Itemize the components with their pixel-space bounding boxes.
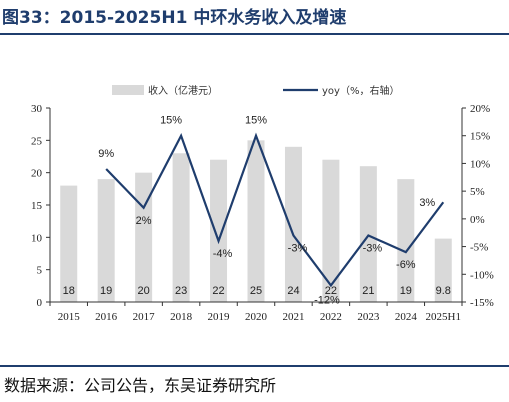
y-right-tick-label: -5% [470,242,488,254]
yoy-value-label: -6% [396,259,416,271]
data-labels: 18 19 20 23 22 25 24 22 21 19 9.8 9% 2% 15% -4% 15% -3% -… [63,115,451,307]
y-left-tick-label: 15 [31,200,43,212]
x-tick-label: 2019 [208,311,231,323]
bar-2017 [135,172,153,302]
y-right-tick-label: 0% [470,214,485,226]
y-left-tick-label: 25 [31,135,43,147]
x-tick-label: 2015 [58,311,81,323]
x-tick-label: 2023 [357,311,380,323]
y-left-tick-label: 0 [37,297,43,309]
x-tick-label: 2018 [170,311,193,323]
bar-2015 [60,185,78,302]
bar-value-label: 22 [325,285,337,297]
bar-2023 [359,166,377,302]
x-tick-label: 2025H1 [426,311,461,323]
y-left-tick-label: 20 [31,168,43,180]
yoy-value-label: 15% [160,115,182,127]
yoy-value-label: -12% [314,294,340,306]
yoy-value-label: 2% [136,215,152,227]
x-tick-label: 2017 [133,311,156,323]
bar-2022 [322,159,340,302]
bar-value-label: 20 [138,285,150,297]
legend-bar-swatch [112,85,144,95]
bar-value-label: 9.8 [436,285,451,297]
x-tick-label: 2016 [95,311,118,323]
bar-2021 [284,146,302,302]
y-right-tick-label: -10% [470,269,494,281]
bar-value-label: 24 [287,285,299,297]
y-left-tick-label: 30 [31,103,43,115]
y-right-tick-label: 15% [470,131,490,143]
yoy-value-label: 9% [98,148,114,160]
legend-bar-label: 收入（亿港元） [148,84,218,97]
bar-value-label: 19 [100,285,112,297]
bar-2019 [210,159,228,302]
bar-2020 [247,140,265,302]
y-right-tick-label: -15% [470,297,494,309]
bar-2018 [172,153,190,302]
source-divider [0,365,509,367]
x-tick-label: 2021 [282,311,304,323]
yoy-value-label: -4% [213,248,233,260]
x-tick-label: 2024 [395,311,418,323]
y-right-tick-label: 20% [470,103,490,115]
bar-value-label: 23 [175,285,187,297]
bar-value-label: 21 [362,285,374,297]
legend: 收入（亿港元） yoy（%，右轴） [112,84,399,97]
bar-value-label: 22 [212,285,224,297]
yoy-value-label: 3% [419,197,435,209]
bar-value-label: 18 [63,285,75,297]
legend-line-label: yoy（%，右轴） [322,84,399,97]
x-tick-label: 2022 [320,311,342,323]
bar-2025H1 [434,238,452,302]
chart-title: 图33：2015-2025H1 中环水务收入及增速 [2,8,347,28]
y-left-tick-label: 10 [31,232,43,244]
bar-2024 [397,179,415,302]
bar-value-label: 25 [250,285,262,297]
y-right-tick-label: 10% [470,158,490,170]
y-right-tick-label: 5% [470,186,485,198]
source-note: 数据来源：公司公告，东吴证券研究所 [4,376,277,395]
bar-2016 [97,179,115,302]
axes: 051015202530-15%-10%-5%0%5%10%15%20%2015… [31,103,494,323]
yoy-value-label: -3% [363,242,383,254]
yoy-line [105,132,445,288]
chart: 收入（亿港元） yoy（%，右轴） 0 5 10 15 20 25 30 -15% -10% -5%… [31,84,494,323]
x-tick-label: 2020 [245,311,268,323]
yoy-value-label: 15% [245,115,267,127]
yoy-series-line [105,132,445,288]
y-left-tick-label: 5 [37,265,43,277]
bars [60,140,452,302]
bar-value-label: 19 [400,285,412,297]
title-divider [0,33,509,35]
yoy-value-label: -3% [288,242,308,254]
